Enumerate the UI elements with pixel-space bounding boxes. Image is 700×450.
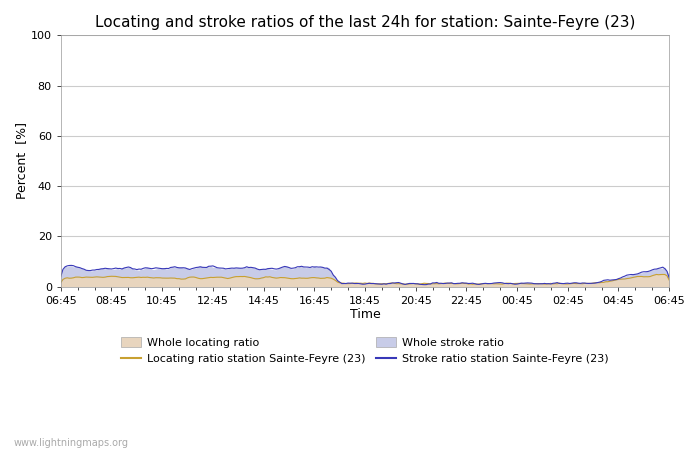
Y-axis label: Percent  [%]: Percent [%]: [15, 122, 28, 199]
X-axis label: Time: Time: [349, 308, 380, 321]
Legend: Whole locating ratio, Locating ratio station Sainte-Feyre (23), Whole stroke rat: Whole locating ratio, Locating ratio sta…: [121, 338, 608, 364]
Title: Locating and stroke ratios of the last 24h for station: Sainte-Feyre (23): Locating and stroke ratios of the last 2…: [94, 15, 635, 30]
Text: www.lightningmaps.org: www.lightningmaps.org: [14, 438, 129, 448]
